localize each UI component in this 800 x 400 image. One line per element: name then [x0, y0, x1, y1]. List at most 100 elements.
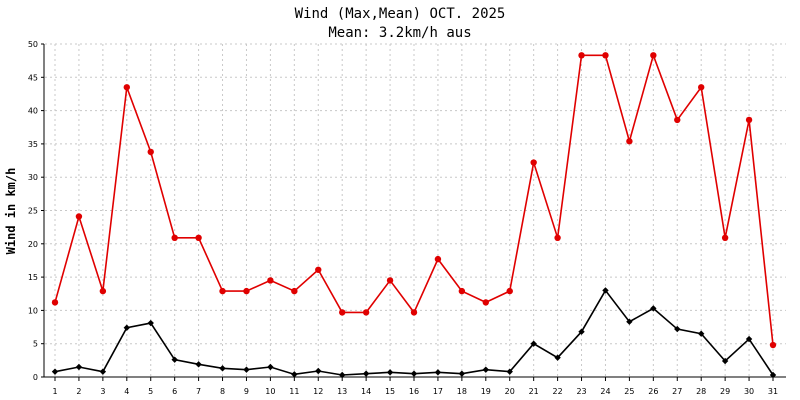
series-0-point — [339, 309, 346, 316]
x-tick-label: 11 — [289, 387, 299, 396]
x-tick-label: 4 — [124, 387, 129, 396]
series-1-line — [54, 288, 774, 376]
series-1-point — [650, 305, 657, 312]
series-0-point — [650, 52, 657, 59]
series-1-point — [386, 369, 394, 376]
series-0-point — [219, 287, 226, 295]
series-0-point — [171, 234, 178, 242]
axes — [41, 43, 786, 381]
x-tick-label: 10 — [265, 387, 275, 396]
x-tick-label: 24 — [600, 387, 610, 396]
x-tick-label: 30 — [744, 387, 754, 396]
series-0-point — [458, 287, 466, 295]
series-1-point — [267, 363, 274, 371]
series-1-point — [195, 361, 202, 368]
series-1-point — [482, 366, 489, 373]
x-tick-label: 25 — [624, 387, 634, 396]
y-tick-label: 50 — [28, 40, 38, 49]
series-0-point — [721, 234, 729, 242]
series-0-point — [243, 287, 250, 295]
x-tick-label: 23 — [576, 387, 586, 396]
x-tick-label: 20 — [505, 387, 515, 396]
y-tick-label: 10 — [28, 306, 38, 315]
series-0-point — [315, 266, 322, 273]
x-tick-label: 31 — [768, 387, 778, 396]
y-tick-label: 15 — [28, 273, 38, 282]
series-0-point — [291, 287, 298, 295]
series-1-point — [315, 367, 322, 375]
series-0-point — [147, 148, 154, 156]
x-tick-label: 29 — [720, 387, 730, 396]
series-1-point — [721, 357, 729, 365]
series-0-point — [626, 138, 633, 145]
grid-lines — [45, 43, 786, 376]
series-1-point — [602, 287, 609, 294]
x-tick-label: 7 — [196, 387, 201, 396]
series-1-point — [434, 369, 442, 376]
x-tick-label: 22 — [553, 387, 563, 396]
series-0-point — [51, 299, 59, 306]
x-tick-label: 2 — [76, 387, 81, 396]
series-0-point — [362, 309, 370, 316]
series-0-point — [434, 255, 442, 263]
series-1-point — [219, 365, 226, 372]
x-tick-label: 18 — [457, 387, 467, 396]
series-1-point — [554, 354, 561, 361]
y-tick-label: 40 — [28, 107, 38, 116]
series-1-point — [51, 368, 59, 375]
x-tick-label: 9 — [244, 387, 249, 396]
series-1-point — [147, 319, 154, 327]
series-0-point — [530, 159, 537, 166]
series-1-point — [578, 328, 585, 335]
y-tick-label: 0 — [33, 373, 38, 382]
x-tick-label: 15 — [385, 387, 395, 396]
series-1-point — [506, 368, 513, 375]
x-tick-label: 19 — [481, 387, 491, 396]
series-0-point — [410, 309, 418, 316]
series-0-point — [745, 116, 753, 124]
x-tick-label: 28 — [696, 387, 706, 396]
series-0-point — [99, 287, 107, 295]
y-tick-label: 35 — [28, 140, 38, 149]
y-tick-labels: 0 5 10 15 20 25 30 35 40 45 50 — [28, 40, 38, 382]
series-1-point — [530, 340, 537, 347]
x-tick-label: 21 — [529, 387, 539, 396]
chart-title: Wind (Max,Mean) OCT. 2025 — [295, 6, 506, 22]
x-tick-label: 3 — [100, 387, 105, 396]
series-1-point — [243, 366, 250, 373]
x-tick-label: 14 — [361, 387, 371, 396]
y-tick-label: 5 — [33, 340, 38, 349]
series-1-point — [410, 370, 418, 377]
series-1-point — [362, 370, 370, 377]
x-tick-label: 27 — [672, 387, 682, 396]
y-tick-label: 25 — [28, 207, 38, 216]
series-0-point — [267, 277, 274, 284]
series-0-point — [674, 116, 681, 124]
series-1-point — [626, 318, 633, 325]
series-0-point — [578, 52, 585, 59]
y-tick-label: 45 — [28, 73, 38, 82]
chart-subtitle: Mean: 3.2km/h aus — [328, 25, 471, 41]
series-0-point — [386, 277, 394, 284]
y-tick-label: 30 — [28, 173, 38, 182]
series-1-point — [769, 371, 777, 379]
x-tick-label: 13 — [337, 387, 347, 396]
y-tick-label: 20 — [28, 240, 38, 249]
x-tick-label: 16 — [409, 387, 419, 396]
series-0-point — [123, 84, 130, 91]
series-1-point — [698, 330, 705, 337]
series-0-point — [554, 234, 561, 242]
x-tick-label: 1 — [52, 387, 57, 396]
series-1-point — [745, 335, 753, 343]
x-tick-label: 6 — [172, 387, 177, 396]
series-1-point — [99, 368, 107, 375]
series-0-point — [769, 341, 777, 349]
x-tick-label: 26 — [648, 387, 658, 396]
series-1-point — [123, 324, 130, 331]
series-0-point — [506, 287, 513, 295]
series-1-point — [674, 325, 681, 333]
series-1-point — [291, 371, 298, 378]
y-axis-label: Wind in km/h — [4, 168, 18, 255]
series-1-point — [458, 370, 466, 377]
